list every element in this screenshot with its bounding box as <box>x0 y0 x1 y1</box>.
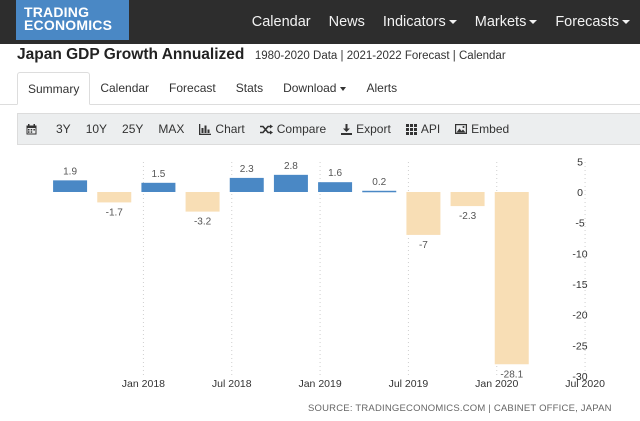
data-bar <box>97 192 132 203</box>
nav-calendar[interactable]: Calendar <box>251 14 311 30</box>
embed-button[interactable]: Embed <box>455 122 509 136</box>
x-tick-label: Jan 2019 <box>298 378 341 390</box>
data-bar <box>318 182 353 192</box>
data-label: -3.2 <box>194 217 212 228</box>
data-label: -7 <box>419 240 428 251</box>
y-tick-label: -25 <box>572 340 587 352</box>
data-label: 1.9 <box>63 166 77 177</box>
title-row: Japan GDP Growth Annualized 1980-2020 Da… <box>17 46 506 66</box>
range-max-button[interactable]: MAX <box>158 122 185 136</box>
shuffle-icon <box>259 124 273 134</box>
data-bar <box>229 177 264 192</box>
compare-button[interactable]: Compare <box>259 122 326 136</box>
y-tick-label: -5 <box>575 218 584 230</box>
nav-forecasts[interactable]: Forecasts <box>555 14 630 30</box>
data-bar <box>53 180 88 192</box>
y-tick-label: -15 <box>572 279 587 291</box>
data-bar <box>494 192 529 365</box>
tab-summary[interactable]: Summary <box>17 72 91 105</box>
data-label: 2.3 <box>240 164 254 175</box>
nav-markets[interactable]: Markets <box>475 14 538 30</box>
y-tick-label: 5 <box>577 156 583 168</box>
x-tick-label: Jan 2018 <box>122 378 165 390</box>
range-10y-button[interactable]: 10Y <box>85 122 108 136</box>
tab-bar: Summary Calendar Forecast Stats Download… <box>17 72 407 105</box>
chevron-down-icon <box>448 20 457 25</box>
tab-calendar[interactable]: Calendar <box>100 81 150 95</box>
chart-toolbar: 3Y 10Y 25Y MAX Chart Compare Export API <box>17 113 640 145</box>
tab-alerts[interactable]: Alerts <box>366 81 398 95</box>
data-bar <box>362 190 397 193</box>
chart-type-button[interactable]: Chart <box>199 122 245 136</box>
x-tick-label: Jul 2018 <box>212 378 252 390</box>
y-tick-label: 0 <box>577 187 583 199</box>
calendar-button[interactable] <box>26 123 41 135</box>
data-label: 1.5 <box>151 169 165 180</box>
y-tick-label: -20 <box>572 310 587 322</box>
gdp-bar-chart: Jan 2018 Jul 2018 Jan 2019 Jul 2019 Jan 2020… <box>53 156 605 390</box>
logo-line-1: TRADING <box>24 4 90 20</box>
nav-menu: Calendar News Indicators Markets Forecas… <box>234 0 630 44</box>
nav-indicators[interactable]: Indicators <box>383 14 457 30</box>
nav-news[interactable]: News <box>328 14 365 30</box>
x-tick-label: Jul 2019 <box>389 378 429 390</box>
data-bar <box>185 192 220 212</box>
y-tick-label: -30 <box>572 371 587 383</box>
logo-line-2: ECONOMICS <box>24 17 113 33</box>
grid-icon <box>405 123 417 135</box>
data-bar <box>273 174 308 192</box>
tab-stats[interactable]: Stats <box>235 81 264 95</box>
x-tick-label: Jan 2020 <box>475 378 518 390</box>
data-bar <box>450 192 485 207</box>
chevron-down-icon <box>529 20 538 25</box>
tabs-divider <box>0 104 640 105</box>
data-label: -2.3 <box>459 211 477 222</box>
page-subtitle[interactable]: 1980-2020 Data | 2021-2022 Forecast | Ca… <box>254 50 506 62</box>
range-25y-button[interactable]: 25Y <box>122 122 144 136</box>
data-bar <box>406 192 441 235</box>
download-icon <box>341 123 353 135</box>
export-button[interactable]: Export <box>341 122 391 136</box>
api-button[interactable]: API <box>405 122 440 136</box>
data-bar <box>141 182 176 192</box>
tab-forecast[interactable]: Forecast <box>169 81 216 95</box>
trading-economics-logo[interactable]: TRADING ECONOMICS <box>16 0 129 40</box>
image-icon <box>455 124 468 134</box>
data-label: -28.1 <box>500 369 523 380</box>
tab-download[interactable]: Download <box>273 72 356 105</box>
source-note: SOURCE: TRADINGECONOMICS.COM | CABINET O… <box>308 403 612 414</box>
data-label: 1.6 <box>328 168 342 179</box>
data-label: 0.2 <box>372 177 386 188</box>
y-tick-label: -10 <box>572 248 587 260</box>
bar-chart-icon <box>199 123 212 135</box>
calendar-icon <box>26 123 37 134</box>
data-label: -1.7 <box>106 207 124 218</box>
top-navbar: TRADING ECONOMICS Calendar News Indicato… <box>0 0 640 44</box>
chevron-down-icon <box>340 86 347 91</box>
data-label: 2.8 <box>284 161 298 172</box>
chevron-down-icon <box>622 20 630 25</box>
range-3y-button[interactable]: 3Y <box>56 122 71 136</box>
x-tick-label: Jul 2020 <box>565 378 605 390</box>
page-title: Japan GDP Growth Annualized <box>17 46 245 63</box>
